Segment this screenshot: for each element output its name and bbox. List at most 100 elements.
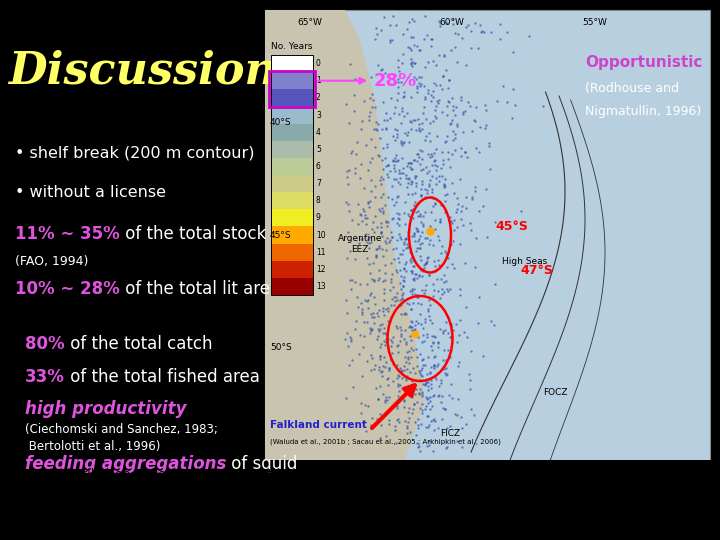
Point — [425, 417, 436, 426]
Point — [397, 276, 408, 285]
Point — [426, 41, 437, 50]
Bar — [265, 10, 710, 460]
Point — [403, 404, 415, 413]
Point — [387, 360, 399, 368]
Point — [386, 301, 397, 309]
Point — [400, 244, 412, 253]
Point — [437, 363, 449, 372]
Point — [405, 118, 416, 127]
Point — [371, 308, 382, 317]
Point — [407, 165, 418, 173]
Point — [427, 57, 438, 65]
Point — [413, 271, 425, 280]
Point — [392, 56, 404, 64]
Text: 60°W: 60°W — [439, 18, 464, 27]
Point — [419, 12, 431, 21]
Point — [444, 212, 456, 221]
Point — [413, 388, 425, 397]
Point — [431, 113, 442, 122]
Point — [416, 180, 428, 188]
Point — [413, 126, 425, 134]
Point — [422, 189, 433, 198]
Point — [402, 364, 413, 373]
Point — [424, 368, 436, 377]
Point — [408, 380, 420, 388]
Point — [387, 156, 399, 165]
Point — [370, 245, 382, 253]
Text: Bertolotti et al., 1996): Bertolotti et al., 1996) — [25, 440, 161, 453]
Point — [422, 394, 433, 403]
Point — [428, 415, 439, 423]
Point — [400, 353, 411, 362]
Point — [392, 214, 404, 222]
Point — [508, 48, 519, 56]
Point — [386, 348, 397, 357]
Point — [434, 215, 446, 224]
Point — [395, 168, 407, 177]
Point — [399, 198, 410, 206]
Point — [410, 125, 421, 134]
Point — [445, 45, 456, 54]
Text: of the total stock: of the total stock — [120, 225, 266, 243]
Point — [366, 326, 377, 334]
Point — [441, 363, 452, 372]
Text: Discussion: Discussion — [8, 50, 277, 93]
Point — [433, 391, 444, 400]
Point — [403, 18, 415, 26]
Text: FOCZ: FOCZ — [543, 388, 567, 397]
Point — [365, 73, 377, 82]
Point — [426, 207, 437, 216]
Point — [382, 221, 393, 230]
Point — [346, 276, 358, 285]
Point — [423, 306, 434, 315]
Point — [376, 372, 387, 381]
Point — [416, 400, 428, 408]
Point — [398, 277, 410, 286]
Point — [403, 414, 415, 423]
Point — [405, 267, 417, 275]
Point — [387, 195, 398, 204]
Point — [406, 390, 418, 399]
Point — [367, 258, 379, 267]
Point — [379, 236, 391, 245]
Point — [430, 375, 441, 383]
Point — [428, 360, 439, 369]
Point — [418, 264, 429, 273]
Point — [478, 28, 490, 36]
Point — [384, 38, 396, 46]
Text: 28%: 28% — [374, 72, 418, 90]
Point — [374, 242, 385, 251]
Point — [433, 96, 445, 104]
Point — [426, 151, 437, 160]
Point — [445, 320, 456, 328]
Point — [418, 380, 429, 388]
Point — [442, 287, 454, 295]
Point — [428, 447, 439, 455]
Text: 9: 9 — [316, 213, 321, 222]
Point — [426, 383, 437, 392]
Point — [379, 269, 390, 278]
Point — [405, 180, 417, 188]
Point — [451, 410, 463, 419]
Point — [429, 111, 441, 120]
Point — [402, 422, 413, 431]
Point — [456, 110, 468, 119]
Point — [343, 166, 355, 174]
Point — [406, 232, 418, 241]
Point — [351, 138, 363, 146]
Point — [414, 244, 426, 252]
Text: of the total lit area: of the total lit area — [120, 280, 280, 298]
Text: (Ciechomski and Sanchez, 1983;: (Ciechomski and Sanchez, 1983; — [25, 423, 218, 436]
Point — [408, 73, 420, 82]
Point — [429, 332, 441, 341]
Point — [441, 443, 453, 451]
Point — [374, 434, 385, 442]
Point — [461, 204, 472, 212]
Point — [423, 86, 434, 94]
Point — [363, 260, 374, 268]
Point — [444, 284, 455, 293]
Point — [415, 145, 426, 154]
Point — [462, 97, 474, 106]
Point — [395, 119, 406, 127]
Point — [384, 113, 396, 122]
